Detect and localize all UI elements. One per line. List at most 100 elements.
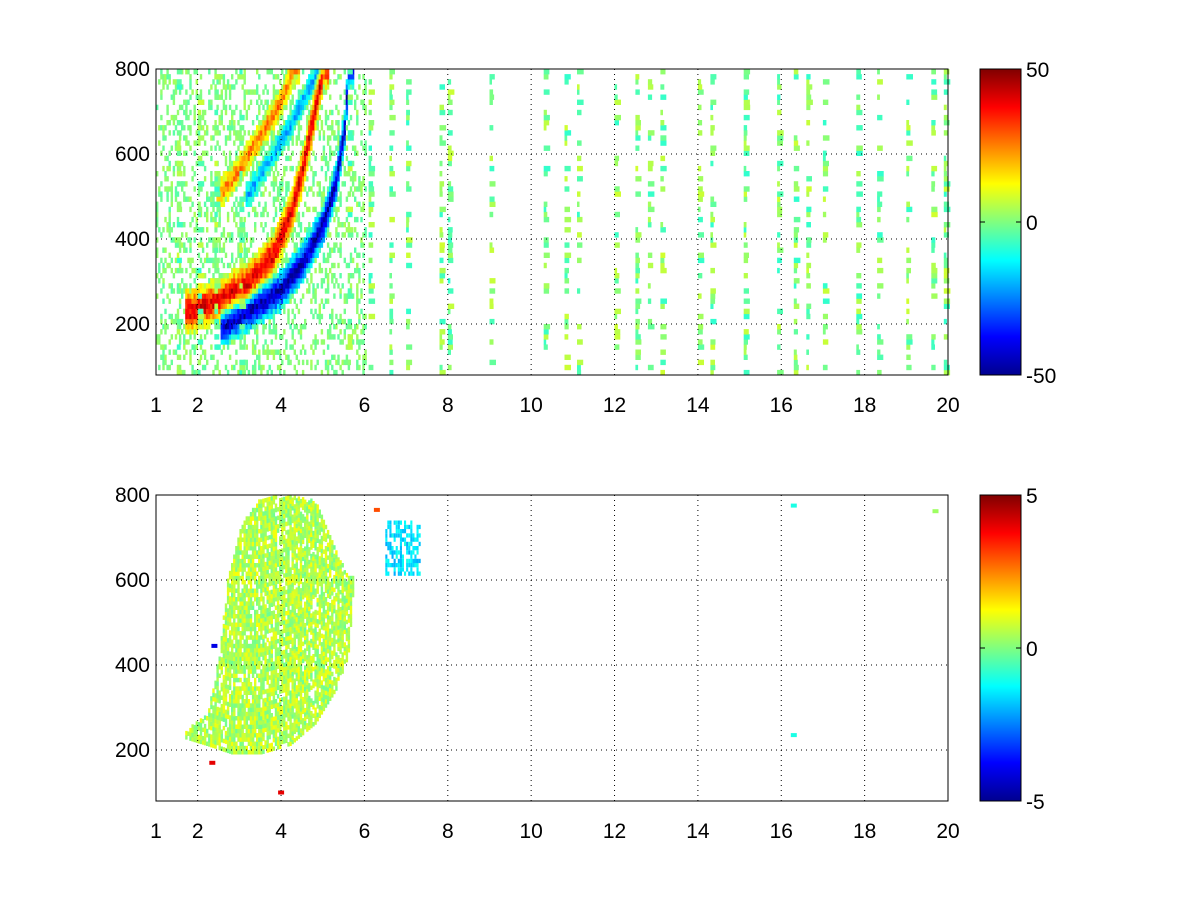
heatmap-cell	[345, 135, 349, 141]
heatmap-cell	[266, 165, 269, 172]
heatmap-cell	[272, 601, 276, 607]
heatmap-cell	[226, 591, 230, 596]
heatmap-cell	[262, 502, 265, 508]
heatmap-cell	[228, 685, 232, 690]
heatmap-cell	[222, 615, 226, 620]
heatmap-cell	[233, 324, 236, 330]
heatmap-cell	[389, 293, 395, 299]
heatmap-cell	[222, 196, 226, 202]
heatmap-cell	[249, 558, 253, 564]
heatmap-cell	[274, 660, 278, 666]
heatmap-cell	[281, 135, 284, 141]
heatmap-cell	[389, 349, 393, 355]
heatmap-cell	[237, 694, 240, 700]
heatmap-cell	[245, 733, 248, 738]
heatmap-cell	[197, 298, 201, 304]
heatmap-cell	[237, 643, 240, 649]
heatmap-cell	[251, 601, 255, 606]
heatmap-cell	[943, 79, 951, 85]
heatmap-cell	[660, 84, 665, 90]
heatmap-cell	[197, 135, 201, 141]
heatmap-cell	[577, 364, 581, 371]
heatmap-cell	[343, 165, 346, 172]
heatmap-cell	[262, 308, 265, 315]
heatmap-cell	[237, 609, 240, 615]
heatmap-cell	[543, 252, 550, 258]
heatmap-cell	[822, 283, 828, 289]
heatmap-cell	[195, 344, 198, 350]
heatmap-cell	[270, 303, 273, 309]
heatmap-cell	[274, 308, 278, 315]
heatmap-cell	[222, 191, 226, 197]
heatmap-cell	[320, 89, 324, 95]
heatmap-cell	[270, 747, 273, 752]
heatmap-cell	[231, 592, 234, 598]
heatmap-cell	[489, 211, 494, 218]
heatmap-cell	[320, 227, 324, 233]
heatmap-cell	[251, 541, 255, 547]
heatmap-cell	[222, 687, 226, 693]
heatmap-cell	[228, 740, 232, 746]
heatmap-cell	[193, 724, 196, 730]
heatmap-cell	[224, 186, 228, 192]
heatmap-cell	[258, 699, 261, 704]
heatmap-cell	[258, 308, 261, 315]
heatmap-cell	[345, 89, 349, 95]
heatmap-cell	[208, 69, 211, 75]
heatmap-cell	[228, 600, 232, 605]
heatmap-cell	[176, 206, 183, 213]
heatmap-cell	[239, 222, 246, 228]
heatmap-cell	[333, 293, 336, 299]
heatmap-cell	[195, 729, 198, 735]
heatmap-cell	[264, 257, 267, 264]
heatmap-cell	[224, 334, 228, 340]
heatmap-cell	[281, 288, 284, 294]
heatmap-cell	[272, 140, 276, 146]
heatmap-cell	[793, 283, 797, 289]
heatmap-cell	[237, 554, 240, 559]
heatmap-cell	[272, 729, 276, 734]
heatmap-cell	[243, 242, 246, 248]
heatmap-cell	[299, 94, 303, 100]
heatmap-cell	[168, 252, 171, 258]
heatmap-cell	[329, 186, 332, 192]
heatmap-cell	[279, 109, 282, 116]
heatmap-cell	[260, 145, 263, 151]
heatmap-cell	[268, 577, 271, 583]
heatmap-cell	[224, 658, 228, 664]
heatmap-cell	[314, 171, 317, 177]
heatmap-cell	[326, 211, 330, 218]
heatmap-cell	[256, 334, 259, 340]
heatmap-cell	[156, 334, 159, 340]
heatmap-cell	[358, 74, 361, 80]
heatmap-cell	[356, 308, 359, 315]
heatmap-cell	[214, 176, 218, 182]
heatmap-cell	[266, 527, 269, 532]
heatmap-cell	[233, 728, 236, 734]
heatmap-cell	[222, 344, 226, 350]
heatmap-cell	[324, 359, 328, 366]
heatmap-cell	[178, 165, 182, 172]
heatmap-cell	[316, 313, 319, 320]
heatmap-cell	[272, 247, 276, 253]
heatmap-cell	[237, 329, 240, 335]
heatmap-cell	[191, 308, 194, 315]
heatmap-cell	[439, 84, 445, 90]
heatmap-cell	[291, 206, 294, 213]
heatmap-cell	[301, 273, 305, 279]
heatmap-cell	[245, 344, 248, 350]
heatmap-cell	[272, 104, 276, 111]
heatmap-cell	[168, 186, 171, 192]
heatmap-cell	[214, 684, 217, 690]
heatmap-cell	[226, 334, 230, 340]
heatmap-cell	[201, 303, 205, 309]
heatmap-cell	[270, 283, 273, 289]
heatmap-cell	[249, 643, 253, 649]
heatmap-cell	[266, 109, 269, 116]
heatmap-cell	[931, 267, 938, 274]
heatmap-cell	[189, 130, 192, 136]
heatmap-cell	[237, 639, 240, 644]
heatmap-cell	[231, 181, 234, 187]
heatmap-cell	[197, 227, 204, 233]
heatmap-cell	[272, 349, 276, 355]
